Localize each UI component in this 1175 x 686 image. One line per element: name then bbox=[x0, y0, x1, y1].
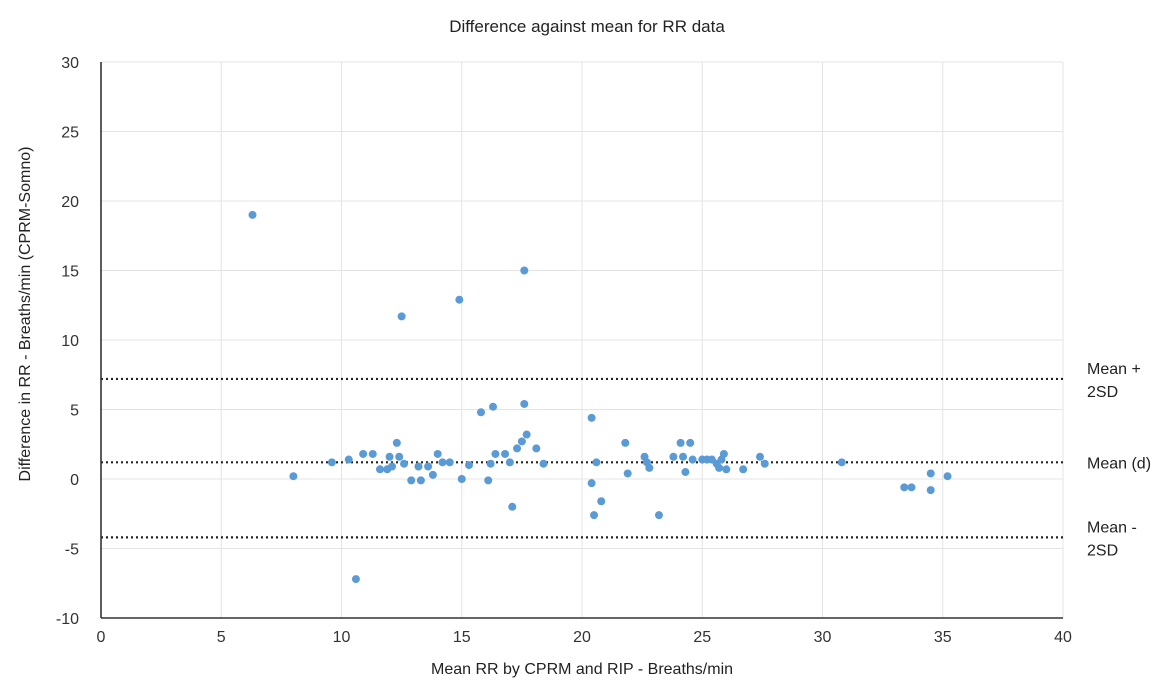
data-point bbox=[400, 459, 409, 468]
data-point bbox=[457, 475, 466, 483]
data-point bbox=[359, 449, 368, 458]
data-point bbox=[590, 511, 599, 520]
data-point bbox=[654, 511, 663, 520]
data-point bbox=[505, 458, 514, 467]
x-tick-label: 10 bbox=[333, 629, 351, 646]
data-point bbox=[943, 472, 952, 481]
x-tick-label: 40 bbox=[1054, 629, 1072, 646]
reference-line-label: 2SD bbox=[1087, 542, 1118, 559]
data-point bbox=[433, 449, 442, 458]
data-point bbox=[501, 449, 510, 458]
reference-line-label: Mean (d) bbox=[1087, 455, 1151, 472]
data-point bbox=[837, 458, 846, 467]
data-point bbox=[248, 210, 257, 219]
data-point bbox=[597, 497, 606, 506]
x-tick-label: 30 bbox=[814, 629, 832, 646]
data-point bbox=[491, 449, 500, 458]
data-point bbox=[424, 462, 433, 471]
x-tick-label: 0 bbox=[97, 629, 106, 646]
y-axis-label: Difference in RR - Breaths/min (CPRM-Som… bbox=[17, 147, 34, 482]
data-point bbox=[351, 575, 360, 584]
data-point bbox=[679, 452, 688, 461]
y-tick-label: 30 bbox=[61, 55, 79, 72]
data-point bbox=[719, 449, 728, 458]
data-point bbox=[669, 452, 678, 461]
data-point bbox=[755, 452, 764, 461]
x-tick-label: 15 bbox=[453, 629, 471, 646]
data-point bbox=[926, 486, 935, 495]
reference-line-label: Mean + bbox=[1087, 361, 1141, 378]
data-point bbox=[532, 444, 541, 453]
x-tick-label: 25 bbox=[693, 629, 711, 646]
data-point bbox=[368, 449, 377, 458]
reference-line-label: Mean - bbox=[1087, 519, 1137, 536]
data-point bbox=[484, 476, 493, 485]
y-tick-label: 25 bbox=[61, 125, 79, 142]
data-point bbox=[522, 430, 531, 439]
data-point bbox=[407, 476, 416, 485]
data-point bbox=[428, 470, 437, 479]
data-point bbox=[621, 438, 630, 447]
x-tick-label: 20 bbox=[573, 629, 591, 646]
data-point bbox=[715, 463, 724, 472]
data-point bbox=[539, 459, 548, 468]
data-point bbox=[513, 444, 522, 453]
y-tick-label: 5 bbox=[70, 403, 79, 420]
data-point bbox=[681, 468, 690, 477]
data-point bbox=[739, 465, 748, 474]
reference-line-label: 2SD bbox=[1087, 384, 1118, 401]
tick-labels: 0 5 10 15 20 25 30 35 40 30 25 20 15 10 5 0 -5 -10 bbox=[56, 55, 1072, 646]
reference-lines: Mean + 2SD Mean (d) Mean - 2SD bbox=[101, 361, 1151, 559]
data-point bbox=[489, 402, 498, 411]
data-point bbox=[445, 458, 454, 467]
data-point bbox=[587, 479, 596, 488]
data-point bbox=[686, 438, 695, 447]
data-point bbox=[676, 438, 685, 447]
data-point bbox=[688, 455, 697, 464]
data-point bbox=[375, 465, 384, 474]
axes bbox=[100, 62, 1063, 619]
data-point bbox=[645, 463, 654, 472]
x-axis-label: Mean RR by CPRM and RIP - Breaths/min bbox=[431, 661, 733, 678]
data-point bbox=[385, 452, 394, 461]
data-point bbox=[289, 472, 298, 481]
data-point bbox=[907, 483, 916, 492]
y-tick-label: 20 bbox=[61, 194, 79, 211]
data-point bbox=[520, 266, 529, 275]
data-point bbox=[926, 469, 935, 478]
x-tick-label: 35 bbox=[934, 629, 952, 646]
data-point bbox=[476, 408, 485, 417]
data-point bbox=[508, 502, 517, 511]
data-point bbox=[587, 413, 596, 422]
data-point bbox=[455, 295, 464, 304]
data-point bbox=[327, 458, 336, 467]
y-tick-label: -5 bbox=[65, 542, 79, 559]
data-point bbox=[395, 452, 404, 461]
chart-title: Difference against mean for RR data bbox=[449, 17, 725, 36]
data-points bbox=[248, 210, 952, 584]
data-point bbox=[388, 462, 397, 471]
data-point bbox=[520, 399, 529, 408]
y-tick-label: -10 bbox=[56, 611, 79, 628]
x-tick-label: 5 bbox=[217, 629, 226, 646]
data-point bbox=[760, 459, 769, 468]
data-point bbox=[464, 461, 473, 470]
data-point bbox=[623, 469, 632, 478]
y-tick-label: 0 bbox=[70, 472, 79, 489]
y-tick-label: 15 bbox=[61, 264, 79, 281]
y-tick-label: 10 bbox=[61, 333, 79, 350]
data-point bbox=[592, 458, 601, 467]
data-point bbox=[438, 458, 447, 467]
data-point bbox=[416, 476, 425, 485]
data-point bbox=[722, 465, 731, 474]
data-point bbox=[486, 459, 495, 468]
data-point bbox=[900, 483, 909, 492]
grid-layer bbox=[100, 61, 1064, 619]
data-point bbox=[414, 462, 423, 471]
data-point bbox=[344, 455, 353, 464]
data-point bbox=[517, 437, 526, 446]
data-point bbox=[397, 312, 406, 321]
data-point bbox=[392, 438, 401, 447]
